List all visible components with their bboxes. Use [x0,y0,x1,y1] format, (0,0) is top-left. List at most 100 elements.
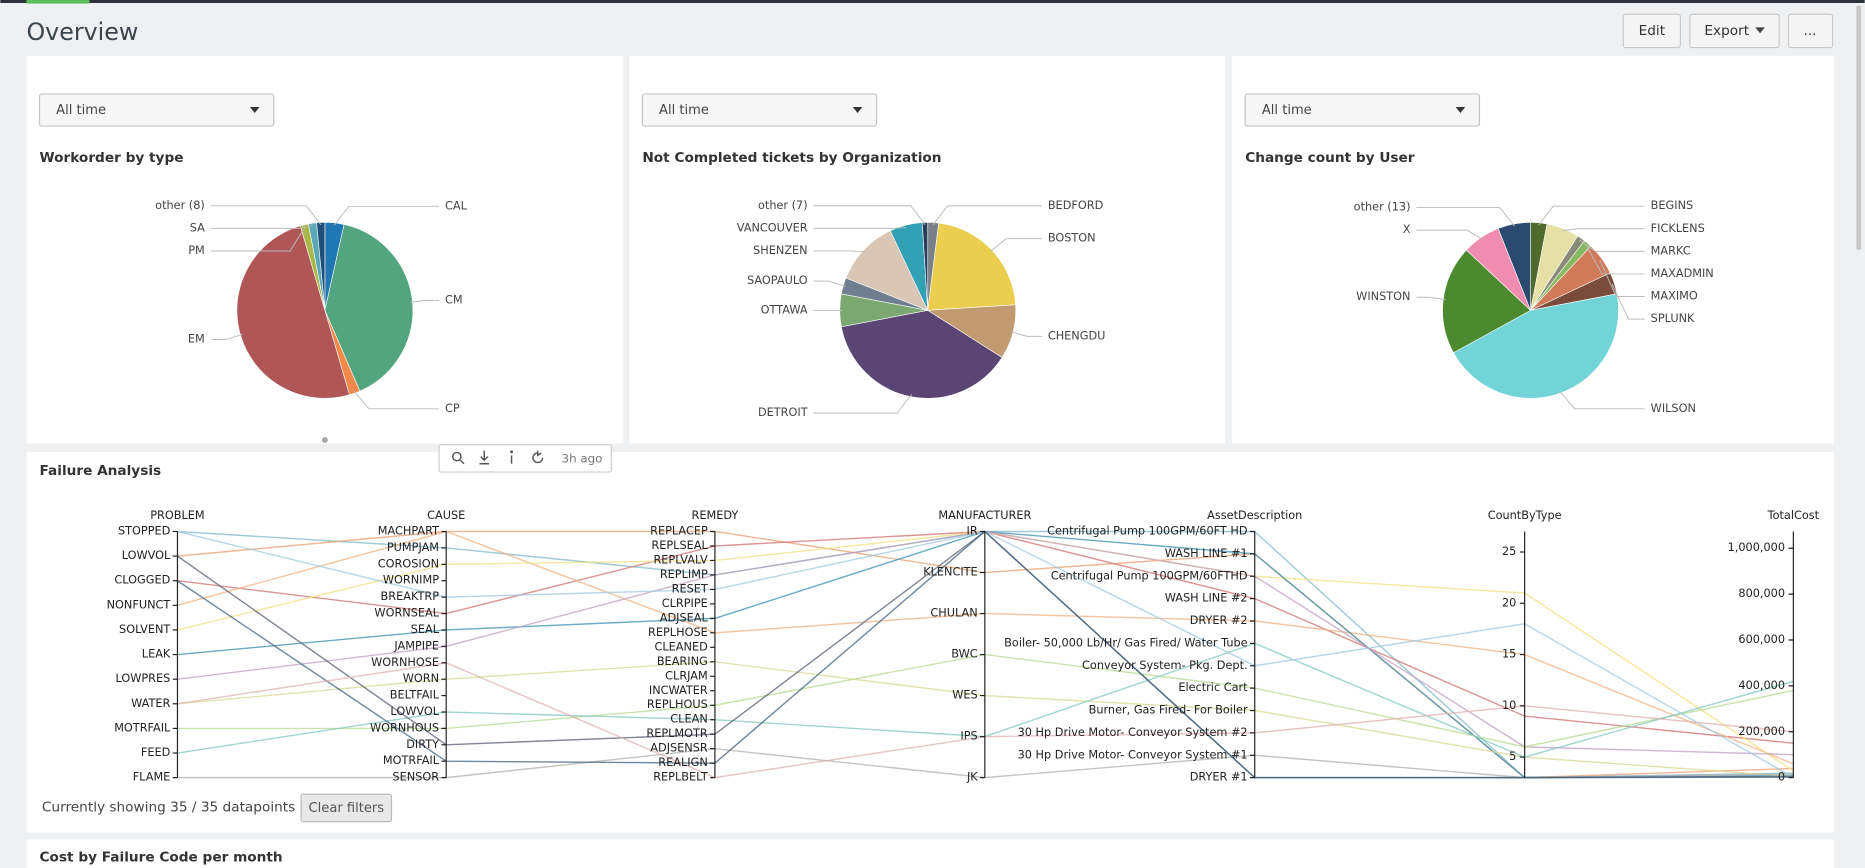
status-text: Currently showing 35 / 35 datapoints [42,799,295,815]
slice-label: DETROIT [758,406,808,419]
axis-title: AssetDescription [1207,509,1302,522]
category-label: KLENCITE [923,566,977,579]
last-updated: 3h ago [562,451,603,465]
scrollbar[interactable] [1856,5,1862,250]
category-label: JAMPIPE [393,639,439,652]
category-label: DRYER #2 [1190,614,1248,627]
category-label: Centrifugal Pump 100GPM/60FT HD [1047,525,1248,538]
tick-label: 25 [1502,545,1516,558]
category-label: PUMPJAM [387,541,439,554]
slice-label: CAL [445,199,468,212]
button-label[interactable]: Edit [1639,23,1666,39]
leader-line [1579,239,1645,252]
leader-line [353,390,440,410]
parallel-coordinates: PROBLEM STOPPED LOWVOL CLOGGED NONFUNCT SOLVE… [107,509,1820,784]
category-label: BWC [951,648,977,661]
page-title: Overview [26,18,138,46]
category-label: NONFUNCT [107,598,171,611]
tick-label: 0 [1778,771,1785,784]
time-filter[interactable] [641,93,878,127]
slice-label: BEGINS [1651,199,1694,212]
category-label: MOTRFAIL [383,754,440,767]
button-label[interactable]: Clear filters [309,801,385,816]
filter-label[interactable]: All time [56,103,106,118]
toolbar-icons[interactable] [452,450,544,465]
leader-line [1585,245,1645,275]
slice-label: MARKC [1651,244,1691,257]
category-label: FEED [141,746,171,759]
category-label: CLEANED [655,640,709,653]
clear-filters-button[interactable] [300,793,393,823]
category-label: SENSOR [392,771,439,784]
slice-label: other (7) [758,199,808,212]
leader-line [989,238,1042,253]
slice-label: other (8) [155,199,205,212]
more-button[interactable]: ... [1788,13,1834,49]
active-tab [26,0,90,4]
filter-label[interactable]: All time [659,103,709,118]
category-label: DRYER #1 [1190,771,1248,784]
category-label: CLRPIPE [662,597,708,610]
category-label: SOLVENT [119,623,170,636]
dropdown-caret [1455,107,1466,113]
tick-label: 20 [1502,596,1516,609]
resize-handle[interactable] [321,436,328,443]
category-label: LOWVOL [390,705,439,718]
export-button[interactable]: Export [1689,13,1780,49]
category-label: BELTFAIL [390,689,440,702]
category-label: WES [952,689,977,702]
category-label: LOWPRES [115,672,170,685]
slice-label: PM [188,244,205,257]
time-filter[interactable] [1244,93,1481,127]
panel-title: Failure Analysis [40,463,162,479]
leader-line [1559,390,1645,410]
leader-line [210,333,243,341]
slice-label: SHENZEN [753,244,808,257]
leader-line [210,225,313,229]
axis-title: TotalCost [1767,509,1820,522]
slice-label: CM [445,293,463,306]
category-label: INCWATER [649,684,708,697]
panel-title: Not Completed tickets by Organization [642,150,941,166]
slice-label: WILSON [1651,402,1696,415]
category-label: MOTRFAIL [114,721,171,734]
leader-line [410,300,440,303]
slice-label: SAOPAULO [747,274,808,287]
leader-line [1611,283,1645,320]
category-label: REPLVALV [653,553,708,566]
category-label: Conveyor System- Pkg. Dept. [1082,659,1248,672]
category-label: REALIGN [658,756,707,769]
edit-button[interactable]: Edit [1622,13,1682,49]
category-label: WORN [403,672,439,685]
filter-label[interactable]: All time [1262,103,1312,118]
slice-label: CHENGDU [1048,329,1106,342]
category-label: Burner, Gas Fired- For Boiler [1089,704,1248,717]
slice-label: other (13) [1354,201,1411,214]
pie-slice [845,230,929,311]
slice-label: FICKLENS [1651,222,1705,235]
category-label: STOPPED [118,525,171,538]
category-label: ADJSEAL [660,611,709,624]
pie-slice [1453,293,1619,399]
slice-label: WINSTON [1356,290,1410,303]
time-filter[interactable] [38,93,275,127]
leader-line [1538,205,1645,226]
pie-slice [921,222,929,311]
tick-label: 800,000 [1738,587,1785,600]
button-label[interactable]: Export [1704,23,1749,39]
leader-line [1562,228,1645,232]
slice-label: OTTAWA [761,303,808,316]
leader-line [1010,331,1042,337]
slice-label: MAXADMIN [1651,267,1714,280]
button-label[interactable]: ... [1803,23,1816,39]
tick-label: 15 [1502,648,1516,661]
tick-label: 600,000 [1738,633,1785,646]
category-label: ADJSENSR [650,742,708,755]
category-label: DIRTY [406,738,439,751]
panel [26,451,1834,833]
slice-label: MAXIMO [1651,290,1698,303]
panel [26,839,1834,868]
panel-toolbar: 3h ago [438,444,613,473]
category-label: WORNHOSE [371,656,439,669]
